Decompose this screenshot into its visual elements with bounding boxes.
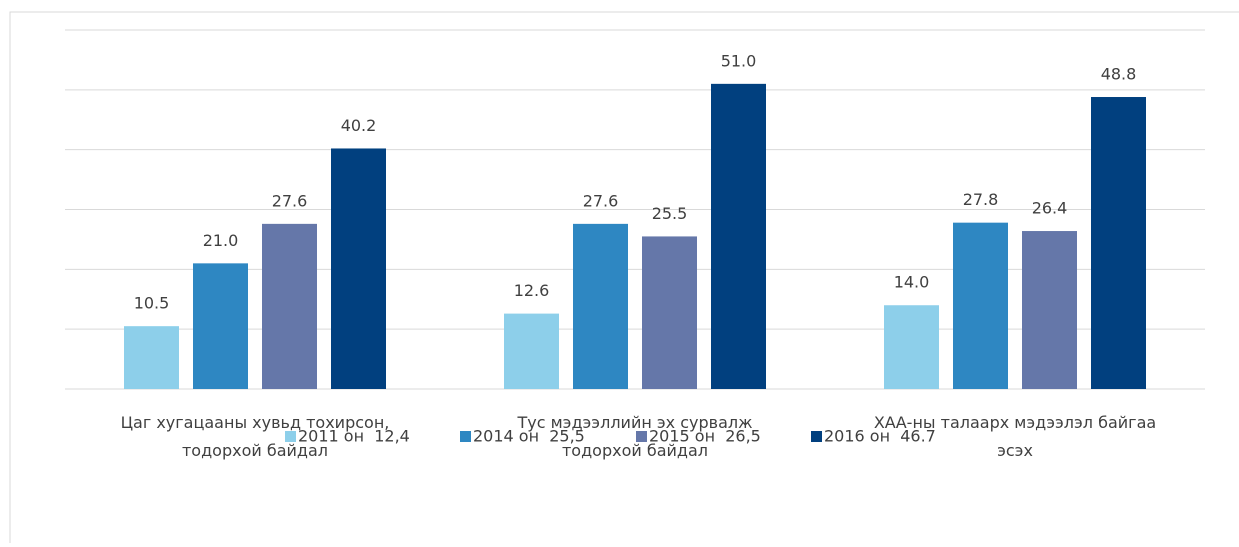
bar: [331, 148, 386, 389]
data-label: 21.0: [203, 231, 239, 250]
legend-swatch: [285, 431, 296, 442]
bar: [262, 223, 317, 389]
data-label: 27.8: [963, 190, 999, 209]
legend-label: 2011 он 12,4: [298, 427, 410, 446]
data-label: 25.5: [652, 204, 688, 223]
bar: [642, 236, 697, 389]
x-tick-label: Тус мэдээллийн эх сурвалж тодорхой байдал: [516, 413, 752, 460]
data-label: 40.2: [341, 116, 377, 135]
bar: [711, 83, 766, 389]
legend-swatch: [460, 431, 471, 442]
legend-label: 2016 он 46.7: [824, 427, 936, 446]
data-label: 48.8: [1101, 65, 1137, 84]
bar: [573, 223, 628, 389]
bar: [504, 313, 559, 389]
label-line: Цаг хугацааны хувьд тохирсон,: [121, 413, 390, 432]
bar: [193, 263, 248, 389]
data-label: 26.4: [1032, 199, 1068, 218]
data-label: 14.0: [894, 273, 930, 292]
data-label: 27.6: [272, 191, 308, 210]
bar: [884, 305, 939, 389]
label-line: тодорхой байдал: [562, 441, 708, 460]
data-label: 27.6: [583, 191, 619, 210]
x-tick-label: ХАА-ны талаарх мэдээлэл байгаа эсэх: [874, 413, 1156, 460]
bar: [953, 222, 1008, 389]
data-label: 12.6: [514, 281, 550, 300]
label-line: ХАА-ны талаарх мэдээлэл байгаа: [874, 413, 1156, 432]
legend-swatch: [636, 431, 647, 442]
x-tick-label: Цаг хугацааны хувьд тохирсон, тодорхой ба…: [121, 413, 390, 460]
data-label: 51.0: [721, 51, 757, 70]
label-line: Тус мэдээллийн эх сурвалж: [516, 413, 752, 432]
label-line: тодорхой байдал: [182, 441, 328, 460]
legend-swatch: [811, 431, 822, 442]
legend-label: 2014 он 25,5: [473, 427, 585, 446]
label-line: эсэх: [997, 441, 1033, 460]
legend-label: 2015 он 26,5: [649, 427, 761, 446]
chart-border: [9, 11, 1239, 543]
bar: [124, 326, 179, 389]
data-label: 10.5: [134, 294, 170, 313]
bar: [1022, 231, 1077, 389]
bar: [1091, 97, 1146, 389]
